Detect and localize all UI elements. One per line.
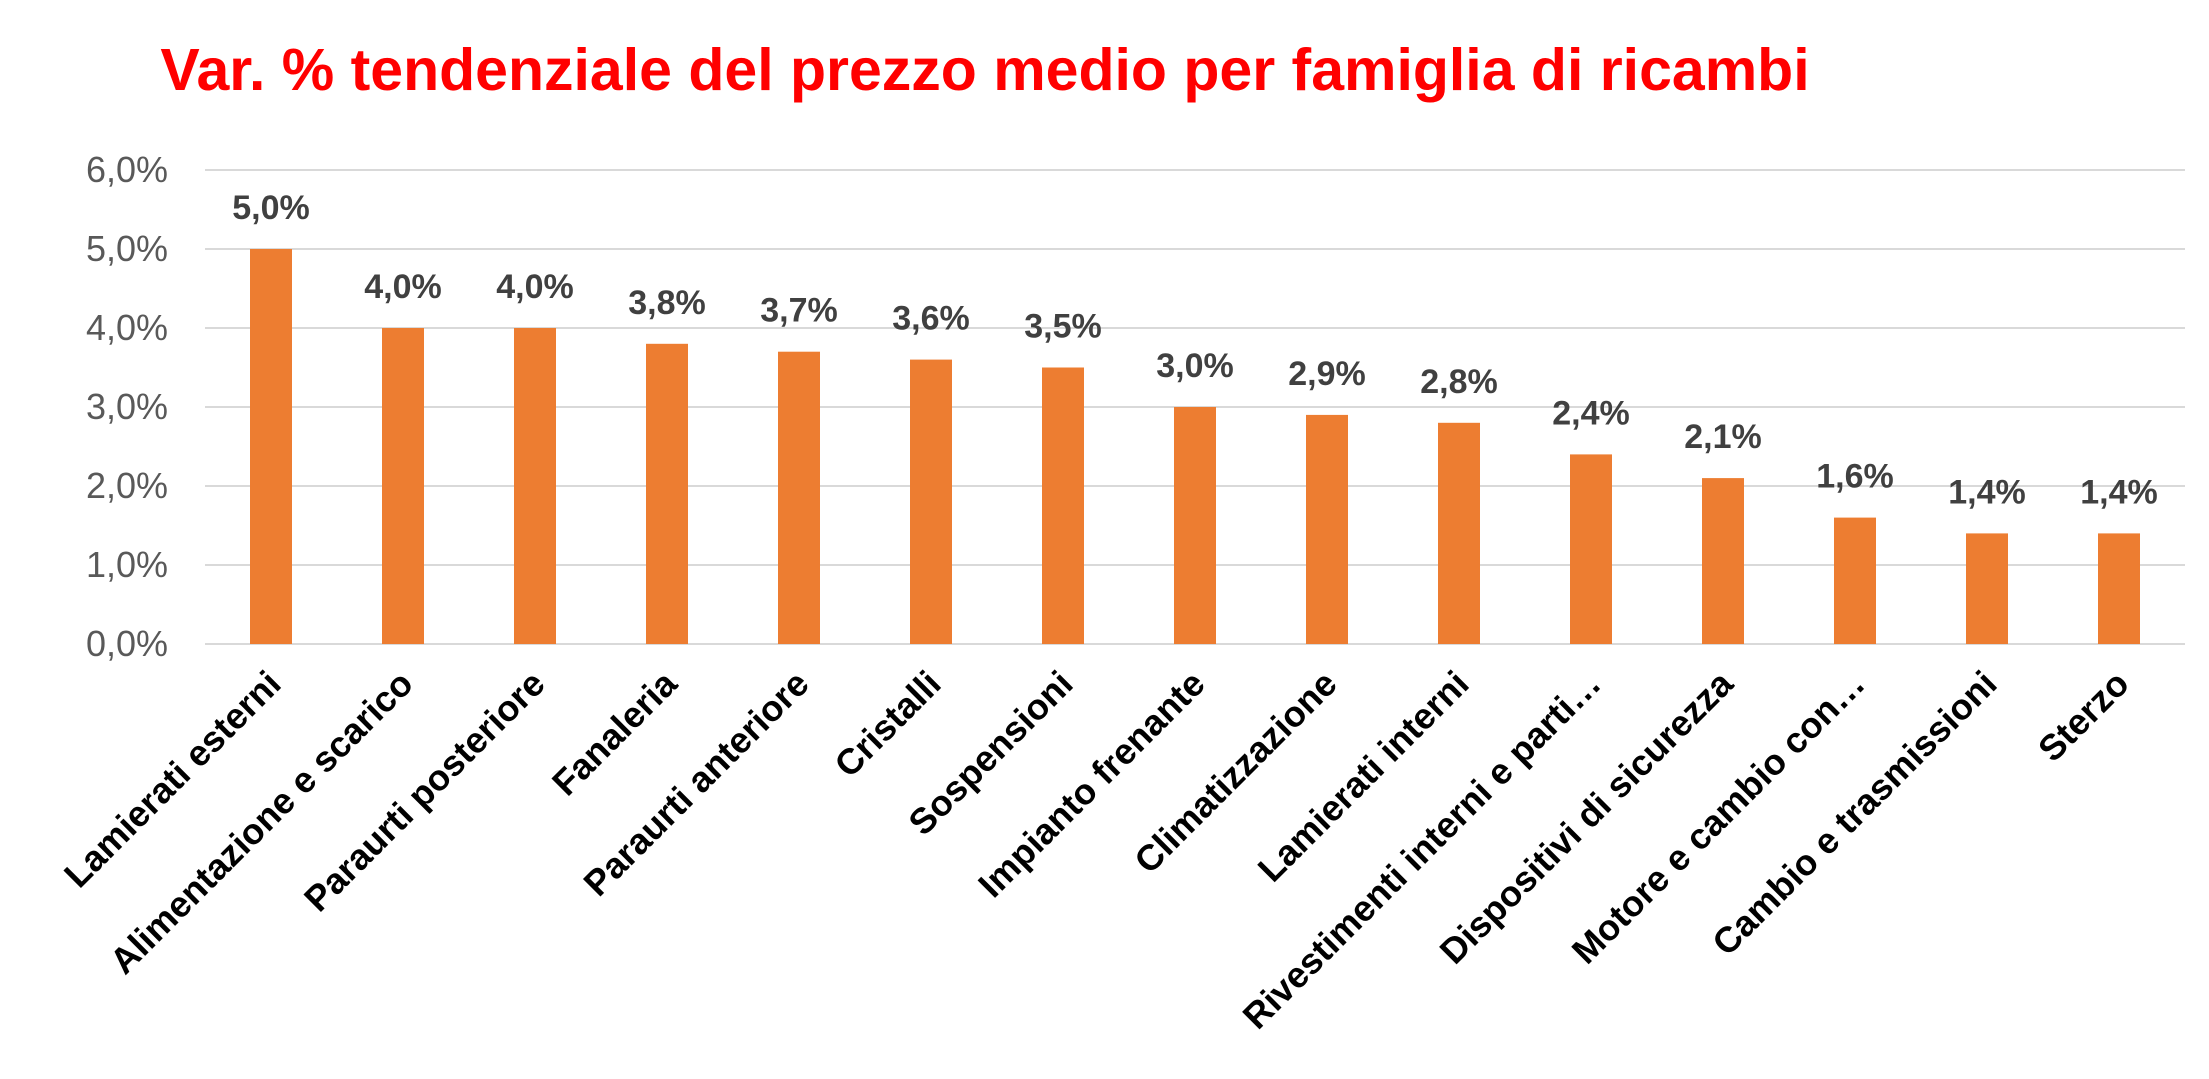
y-tick-label: 4,0% (86, 307, 168, 348)
y-axis-ticks: 0,0% 1,0% 2,0% 3,0% 4,0% 5,0% 6,0% (86, 149, 168, 664)
y-tick-label: 0,0% (86, 623, 168, 664)
bar (778, 351, 820, 644)
y-tick-label: 6,0% (86, 149, 168, 190)
x-category-label: Fanaleria (544, 662, 685, 803)
data-label: 2,9% (1288, 355, 1366, 393)
bars (250, 249, 2140, 644)
bar (2098, 533, 2140, 644)
bar (382, 328, 424, 644)
bar (1966, 533, 2008, 644)
data-label: 1,4% (1948, 473, 2026, 511)
bar (1702, 478, 1744, 644)
data-label: 2,8% (1420, 363, 1498, 401)
x-category-label: Cristalli (826, 663, 948, 785)
data-label: 3,0% (1156, 347, 1234, 385)
data-label: 1,6% (1816, 458, 1894, 496)
data-label: 4,0% (496, 268, 574, 306)
data-label: 4,0% (364, 268, 442, 306)
bar (250, 249, 292, 644)
bar (1438, 422, 1480, 644)
data-label: 3,8% (628, 284, 706, 322)
data-labels: 5,0% 4,0% 4,0% 3,8% 3,7% 3,6% 3,5% 3,0% 2,9% 2,8%… (232, 189, 2158, 511)
data-label: 3,5% (1024, 308, 1102, 346)
x-category-label: Paraurti posteriore (296, 663, 553, 920)
bar (1174, 407, 1216, 644)
data-label: 1,4% (2080, 473, 2158, 511)
x-category-label: Paraurti anteriore (575, 663, 816, 904)
x-category-label: Lamierati esterni (56, 663, 289, 896)
bar (1306, 414, 1348, 644)
x-category-label: Sterzo (2030, 663, 2137, 770)
bar (514, 328, 556, 644)
y-tick-label: 3,0% (86, 386, 168, 427)
y-tick-label: 1,0% (86, 544, 168, 585)
bar (1042, 367, 1084, 644)
bar (646, 343, 688, 644)
bar (1834, 517, 1876, 644)
y-tick-label: 2,0% (86, 465, 168, 506)
data-label: 3,7% (760, 292, 838, 330)
data-label: 5,0% (232, 189, 310, 227)
y-tick-label: 5,0% (86, 228, 168, 269)
chart-title: Var. % tendenziale del prezzo medio per … (160, 37, 1810, 103)
data-label: 2,1% (1684, 418, 1762, 456)
bar (1570, 454, 1612, 644)
bar (910, 359, 952, 644)
data-label: 3,6% (892, 300, 970, 338)
x-category-label: Impianto frenante (970, 663, 1213, 906)
data-label: 2,4% (1552, 394, 1630, 432)
